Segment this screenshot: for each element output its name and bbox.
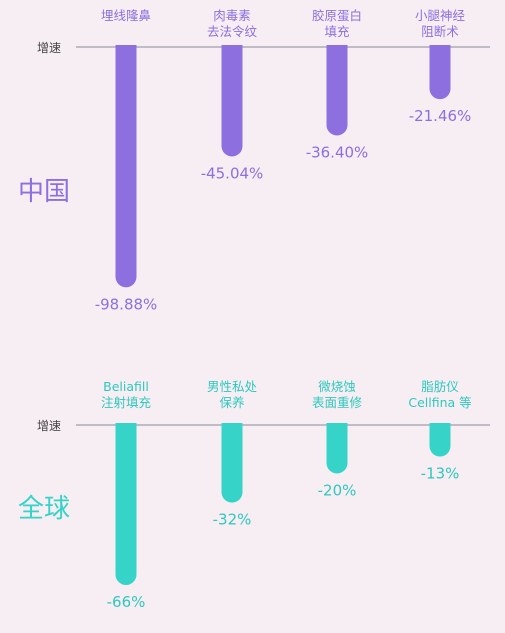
value-label-1-2: -20%	[318, 481, 357, 499]
value-label-0-2: -36.40%	[306, 143, 369, 161]
category-label-0-3: 小腿神经阻断术	[415, 8, 466, 39]
bar-0-1	[221, 45, 243, 157]
axis-label: 增速	[37, 41, 61, 55]
bar-1-1	[221, 423, 243, 503]
category-label-1-1: 男性私处保养	[207, 379, 258, 410]
region-label: 全球	[18, 494, 70, 524]
bar-1-0	[115, 423, 137, 585]
category-label-0-2: 胶原蛋白填充	[312, 8, 362, 39]
category-label-1-0: Beliafill 注射填充	[101, 379, 151, 410]
value-label-0-3: -21.46%	[409, 107, 472, 125]
bar-1-3	[429, 423, 451, 457]
category-label-0-1: 肉毒素去法令纹	[207, 8, 258, 39]
bar-0-2	[326, 45, 348, 136]
value-label-0-1: -45.04%	[201, 164, 264, 182]
category-label-0-0: 埋线隆鼻	[101, 8, 151, 23]
region-label: 中国	[18, 177, 70, 207]
bar-1-2	[326, 423, 348, 474]
value-label-1-1: -32%	[213, 511, 252, 529]
value-label-1-3: -13%	[421, 465, 460, 483]
category-label-1-3: 脂肪仪 Cellfina 等	[408, 379, 471, 410]
value-label-0-0: -98.88%	[95, 295, 158, 313]
value-label-1-0: -66%	[107, 593, 146, 611]
category-label-1-2: 微烧蚀表面重修	[312, 379, 363, 410]
bar-0-3	[429, 45, 451, 100]
axis-label: 增速	[37, 419, 61, 433]
bar-0-0	[115, 45, 137, 288]
